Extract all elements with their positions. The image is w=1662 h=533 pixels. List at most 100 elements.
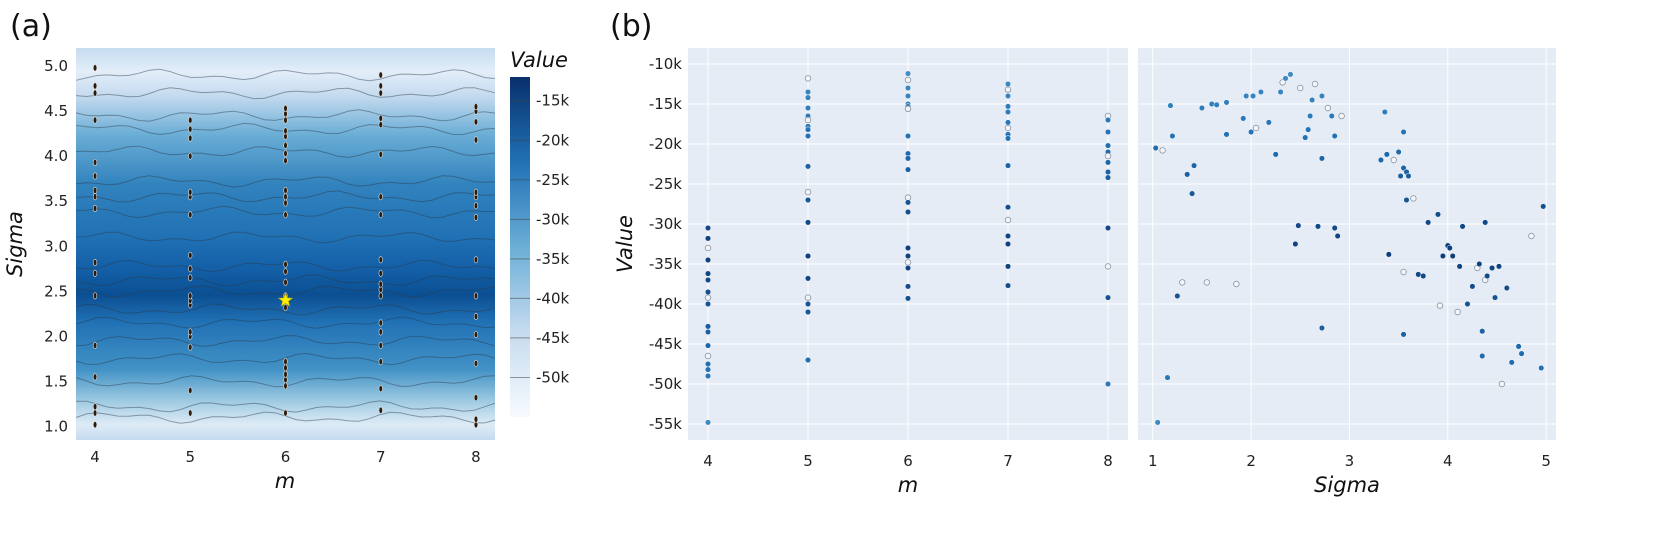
- scatter-m-point: [804, 126, 812, 133]
- trial-marker: [473, 359, 479, 367]
- trial-marker: [188, 343, 193, 351]
- scatter-sigma-point: [1491, 294, 1499, 301]
- scatter-m-point: [1004, 86, 1012, 93]
- scatter-y-tick: -10k: [649, 55, 682, 73]
- trial-marker: [92, 341, 98, 349]
- contour-y-tick: 3.5: [44, 192, 68, 210]
- scatter-m-point: [904, 132, 912, 140]
- scatter-m-x-tick: 5: [803, 452, 813, 470]
- contour-x-label: m: [275, 469, 295, 493]
- scatter-m-point: [904, 264, 912, 272]
- scatter-sigma-point: [1383, 151, 1390, 158]
- scatter-sigma-point: [1243, 92, 1250, 100]
- scatter-m-point: [904, 166, 912, 173]
- scatter-m-y-ticks: -10k -15k -20k -25k -30k -35k -40k -45k -50k -55k: [649, 55, 682, 433]
- trial-marker: [188, 251, 193, 259]
- scatter-sigma-point: [1328, 112, 1335, 120]
- scatter-sigma-point: [1400, 268, 1407, 276]
- scatter-sigma-point: [1311, 80, 1319, 88]
- scatter-m-point: [1004, 204, 1012, 211]
- scatter-m-point: [1104, 116, 1112, 124]
- scatter-sigma-point: [1503, 284, 1510, 292]
- colorbar-tick-label: -15k: [536, 92, 569, 110]
- scatter-sigma-point: [1390, 156, 1397, 164]
- trial-marker: [283, 104, 288, 112]
- trial-marker: [473, 394, 479, 402]
- scatter-m-point: [1004, 80, 1012, 88]
- scatter-sigma-point: [1309, 96, 1316, 104]
- trial-marker: [378, 121, 383, 129]
- trial-marker: [283, 211, 288, 219]
- trial-marker: [283, 127, 288, 135]
- trial-marker: [188, 134, 193, 142]
- colorbar-tick-label: -25k: [536, 171, 569, 189]
- scatter-sigma-point: [1476, 260, 1483, 268]
- trial-marker: [92, 64, 98, 72]
- scatter-m-point: [1004, 135, 1012, 142]
- scatter-m-point: [804, 196, 812, 204]
- scatter-sigma-point: [1198, 104, 1205, 112]
- trial-marker: [188, 265, 193, 273]
- contour-line: [75, 231, 496, 244]
- scatter-m-point: [904, 295, 912, 302]
- scatter-sigma-point: [1498, 380, 1506, 388]
- scatter-m-point: [804, 75, 812, 82]
- scatter-sigma-point: [1395, 148, 1402, 156]
- scatter-sigma-point: [1434, 211, 1442, 218]
- trial-marker: [188, 211, 193, 219]
- colorbar-tick-label: -40k: [536, 289, 569, 307]
- scatter-sigma-point: [1318, 155, 1325, 162]
- contour-x-tick: 7: [376, 448, 386, 466]
- trial-marker: [473, 331, 479, 339]
- trial-marker: [188, 188, 193, 196]
- scatter-m-point: [704, 328, 712, 336]
- contour-line: [75, 175, 496, 188]
- scatter-sigma-point: [1223, 99, 1230, 106]
- trial-marker: [473, 103, 479, 111]
- scatter-m-point: [704, 323, 712, 330]
- scatter-m-point: [704, 244, 712, 252]
- contour-line: [75, 87, 496, 100]
- contour-x-tick: 4: [90, 448, 100, 466]
- scatter-m-point: [904, 155, 912, 162]
- trial-marker: [378, 89, 383, 97]
- trial-marker: [92, 186, 98, 194]
- scatter-sigma-point: [1331, 224, 1338, 232]
- trial-marker: [378, 150, 383, 158]
- scatter-sigma-x-tick: 3: [1345, 452, 1355, 470]
- scatter-sigma-point: [1164, 374, 1171, 381]
- contour-y-tick: 5.0: [44, 57, 68, 75]
- scatter-m-point: [1004, 232, 1012, 240]
- trial-marker: [473, 188, 479, 196]
- scatter-m-x-tick: 7: [1003, 452, 1013, 470]
- trial-marker: [283, 260, 288, 268]
- scatter-sigma-point: [1479, 328, 1486, 335]
- best-star-icon: [277, 292, 294, 307]
- contour-line: [75, 303, 496, 316]
- scatter-m-point: [904, 70, 912, 77]
- trial-marker: [378, 71, 383, 79]
- trial-marker: [378, 82, 383, 90]
- contour-x-tick: 5: [185, 448, 195, 466]
- scatter-sigma-point: [1248, 128, 1255, 136]
- scatter-sigma-point: [1425, 219, 1432, 226]
- trial-marker: [283, 409, 288, 417]
- scatter-sigma-point: [1420, 272, 1427, 280]
- scatter-m-point: [1004, 263, 1012, 270]
- scatter-m-point: [1004, 240, 1012, 248]
- trial-marker: [92, 409, 98, 417]
- scatter-m-x-ticks: 4 5 6 7 8: [703, 452, 1113, 470]
- trial-marker: [378, 385, 383, 393]
- scatter-sigma-point: [1331, 132, 1338, 140]
- contour-line: [75, 352, 496, 366]
- scatter-m-point: [904, 244, 912, 252]
- scatter-sigma-point: [1454, 308, 1461, 316]
- scatter-m-point: [904, 199, 912, 206]
- scatter-m-point: [1004, 108, 1012, 116]
- trial-marker: [92, 82, 98, 90]
- scatter-sigma-point: [1446, 244, 1453, 252]
- scatter-m-x-label: m: [898, 473, 918, 497]
- trial-marker: [92, 258, 98, 266]
- scatter-panel-m: 4 5 6 7 8 -10k -15k -20k -25k -30k -35k -40k -45k -5…: [613, 48, 1128, 497]
